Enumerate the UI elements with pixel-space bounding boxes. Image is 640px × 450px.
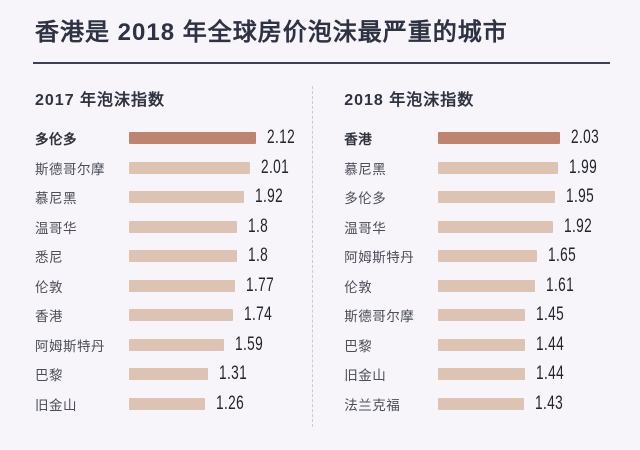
value-label: 2.12: [267, 127, 296, 148]
value-label: 2.03: [571, 127, 600, 148]
value-label: 1.45: [536, 304, 565, 325]
value-bar: [129, 250, 237, 262]
value-label: 1.74: [244, 304, 273, 325]
city-label: 旧金山: [35, 397, 77, 413]
city-label: 阿姆斯特丹: [35, 338, 105, 354]
city-label: 法兰克福: [344, 397, 401, 413]
value-label: 1.31: [218, 363, 247, 384]
value-bar: [438, 191, 556, 203]
value-label: 1.92: [564, 215, 593, 237]
chart-row: 阿姆斯特丹 1.59: [35, 334, 312, 355]
charts-container: 2017 年泡沫指数 多伦多 2.12 斯德哥尔摩 2.01 慕尼黑 1.92 温哥华 1.8…: [33, 86, 610, 427]
value-bar: [438, 279, 535, 292]
value-bar: [129, 397, 205, 410]
city-label: 温哥华: [35, 220, 77, 236]
value-bar: [438, 338, 525, 351]
page-title: 香港是 2018 年全球房价泡沫最严重的城市: [35, 19, 508, 46]
value-bar: [438, 161, 558, 174]
value-bar: [129, 161, 250, 174]
city-label: 伦敦: [344, 279, 373, 295]
city-label: 悉尼: [35, 250, 63, 265]
chart-row: 法兰克福 1.43: [344, 393, 610, 414]
city-label: 香港: [344, 132, 373, 147]
city-label: 香港: [35, 309, 63, 324]
city-label: 斯德哥尔摩: [344, 309, 415, 324]
city-label: 巴黎: [35, 368, 63, 383]
chart-row: 香港 2.03: [344, 127, 610, 148]
value-bar: [438, 132, 561, 144]
value-label: 1.8: [248, 245, 269, 266]
chart-2018-rows: 香港 2.03 慕尼黑 1.99 多伦多 1.95 温哥华 1.92 阿姆斯特丹 1.65 伦敦 1.…: [344, 127, 610, 414]
value-label: 1.61: [545, 274, 574, 296]
value-label: 1.43: [535, 392, 564, 414]
city-label: 巴黎: [344, 338, 373, 354]
city-label: 旧金山: [344, 368, 387, 383]
value-bar: [438, 397, 525, 410]
value-bar: [438, 368, 525, 380]
city-label: 多伦多: [344, 191, 387, 206]
chart-row: 慕尼黑 1.92: [35, 186, 312, 207]
chart-row: 斯德哥尔摩 2.01: [35, 157, 312, 178]
chart-row: 阿姆斯特丹 1.65: [344, 245, 610, 266]
value-label: 1.44: [535, 333, 564, 355]
chart-row: 旧金山 1.44: [344, 363, 610, 384]
value-label: 1.65: [548, 245, 577, 266]
city-label: 慕尼黑: [35, 191, 77, 206]
city-label: 阿姆斯特丹: [344, 250, 415, 265]
chart-row: 温哥华 1.92: [344, 216, 610, 237]
value-bar: [129, 220, 237, 233]
value-bar: [438, 309, 526, 321]
city-label: 慕尼黑: [344, 161, 387, 177]
value-bar: [129, 279, 236, 292]
chart-row: 多伦多 1.95: [344, 186, 610, 207]
chart-row: 伦敦 1.77: [35, 275, 312, 296]
chart-row: 旧金山 1.26: [35, 393, 312, 414]
value-bar: [129, 368, 208, 380]
value-label: 1.44: [535, 363, 564, 384]
chart-2017: 2017 年泡沫指数 多伦多 2.12 斯德哥尔摩 2.01 慕尼黑 1.92 温哥华 1.8…: [33, 86, 312, 427]
chart-row: 香港 1.74: [35, 304, 312, 325]
title-divider: [33, 62, 610, 64]
city-label: 斯德哥尔摩: [35, 161, 105, 177]
value-bar: [129, 191, 245, 203]
chart-2018-header: 2018 年泡沫指数: [344, 92, 475, 109]
city-label: 多伦多: [35, 132, 77, 147]
value-label: 1.92: [255, 186, 284, 207]
value-label: 1.77: [246, 274, 275, 296]
value-bar: [438, 220, 554, 233]
value-label: 1.8: [248, 215, 269, 237]
chart-row: 伦敦 1.61: [344, 275, 610, 296]
value-bar: [129, 132, 257, 144]
city-label: 温哥华: [344, 220, 387, 236]
value-label: 1.59: [235, 333, 264, 355]
chart-2017-header: 2017 年泡沫指数: [35, 92, 166, 109]
value-bar: [129, 338, 225, 351]
chart-row: 悉尼 1.8: [35, 245, 312, 266]
chart-2017-rows: 多伦多 2.12 斯德哥尔摩 2.01 慕尼黑 1.92 温哥华 1.8 悉尼 1.8 伦敦 1.77…: [35, 127, 312, 414]
chart-row: 多伦多 2.12: [35, 127, 312, 148]
city-label: 伦敦: [35, 279, 63, 295]
value-label: 1.26: [215, 392, 244, 414]
value-label: 1.95: [566, 186, 595, 207]
chart-row: 温哥华 1.8: [35, 216, 312, 237]
chart-2018: 2018 年泡沫指数 香港 2.03 慕尼黑 1.99 多伦多 1.95 温哥华 1.92 阿姆…: [312, 86, 610, 427]
chart-row: 巴黎 1.31: [35, 363, 312, 384]
value-bar: [129, 309, 234, 321]
chart-row: 巴黎 1.44: [344, 334, 610, 355]
chart-row: 斯德哥尔摩 1.45: [344, 304, 610, 325]
value-bar: [438, 250, 538, 262]
value-label: 2.01: [260, 156, 289, 178]
value-label: 1.99: [568, 156, 597, 178]
chart-row: 慕尼黑 1.99: [344, 157, 610, 178]
